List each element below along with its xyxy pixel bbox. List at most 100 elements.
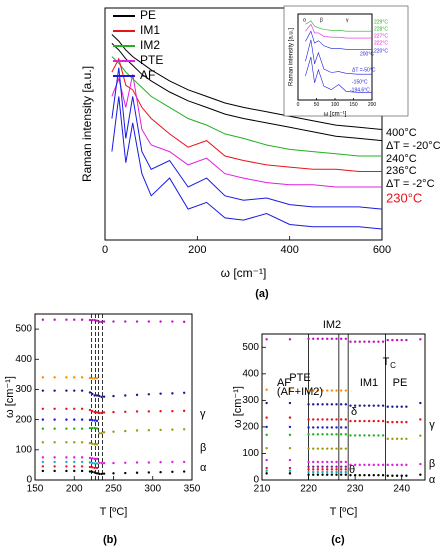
data-point <box>91 466 94 469</box>
data-point <box>344 447 348 450</box>
data-point <box>377 340 380 343</box>
y-axis-label: Raman intensity [a.u.] <box>80 66 94 182</box>
data-point <box>316 389 320 392</box>
data-point <box>171 428 174 431</box>
data-point <box>344 465 348 468</box>
data-point <box>349 419 352 423</box>
data-point <box>93 471 96 474</box>
x-tick-label: 50 <box>314 102 320 108</box>
data-point <box>326 426 329 429</box>
data-point <box>265 469 268 472</box>
annotation: IM1 <box>360 377 378 389</box>
data-point <box>91 318 94 322</box>
data-point <box>349 474 352 477</box>
spectrum <box>111 34 383 130</box>
x-axis-label: T [ºC] <box>330 506 358 518</box>
data-point <box>53 407 56 410</box>
data-point <box>80 318 84 321</box>
data-point <box>419 473 422 476</box>
data-point <box>95 462 99 465</box>
data-point <box>391 474 394 477</box>
data-point <box>41 469 45 473</box>
annotation: γ <box>200 408 206 420</box>
data-point <box>326 470 329 474</box>
data-point <box>335 433 338 436</box>
data-point <box>53 418 56 421</box>
data-point <box>91 409 94 413</box>
legend-label: PE <box>140 8 156 22</box>
legend-label: AF <box>140 68 155 82</box>
data-point <box>312 460 315 464</box>
data-point <box>312 433 315 436</box>
x-tick-label: 100 <box>331 102 340 108</box>
data-point <box>182 428 186 431</box>
data-point <box>330 337 334 340</box>
annotation: β <box>200 442 206 454</box>
data-point <box>321 468 324 471</box>
y-axis-label: ω [cm⁻¹] <box>232 386 244 428</box>
data-point <box>349 463 352 467</box>
annotation: T <box>383 356 390 368</box>
plot-frame <box>104 7 383 241</box>
data-point <box>73 427 76 430</box>
data-point <box>330 403 334 406</box>
data-point <box>112 320 115 323</box>
spectrum <box>111 96 383 230</box>
data-point <box>65 469 68 473</box>
data-point <box>321 426 324 429</box>
annotation: 228°C <box>374 26 388 32</box>
data-point <box>372 463 375 467</box>
data-point <box>367 434 371 437</box>
data-point <box>100 432 103 435</box>
data-point <box>98 461 101 464</box>
data-point <box>321 389 324 392</box>
data-point <box>182 460 186 464</box>
data-point <box>358 474 361 477</box>
data-point <box>363 404 366 407</box>
data-point <box>95 377 99 380</box>
data-point <box>358 340 361 343</box>
data-point <box>344 403 348 406</box>
data-point <box>321 460 324 464</box>
annotation: -194.6°C <box>350 87 370 93</box>
data-point <box>288 338 292 341</box>
data-point <box>80 427 84 430</box>
data-point <box>330 468 334 471</box>
data-point <box>91 392 94 396</box>
data-point <box>124 461 127 464</box>
data-point <box>391 338 394 342</box>
data-point <box>381 340 385 343</box>
data-point <box>344 433 348 436</box>
data-point <box>316 418 320 421</box>
data-point <box>91 419 94 422</box>
data-point <box>316 468 320 471</box>
data-point <box>316 465 320 468</box>
data-point <box>344 426 348 429</box>
data-point <box>312 468 315 471</box>
data-point <box>288 401 292 405</box>
data-point <box>124 429 127 433</box>
data-point <box>353 474 357 477</box>
data-point <box>307 389 310 392</box>
data-point <box>321 470 324 474</box>
y-tick-label: 400 <box>242 368 259 379</box>
data-point <box>112 394 115 398</box>
data-point <box>391 463 394 467</box>
data-point <box>363 434 366 437</box>
data-point <box>265 425 268 429</box>
data-point <box>124 394 127 397</box>
data-point <box>147 320 151 323</box>
data-point <box>80 456 84 459</box>
data-point <box>80 418 84 421</box>
data-point <box>73 318 76 321</box>
data-point <box>135 393 139 397</box>
x-tick-label: 200 <box>368 102 377 108</box>
data-point <box>312 473 315 476</box>
data-point <box>65 460 68 464</box>
data-point <box>316 447 320 450</box>
data-point <box>372 474 375 477</box>
annotation: 229°C <box>374 19 388 25</box>
spectrum <box>111 74 382 188</box>
data-point <box>73 407 76 410</box>
data-point <box>367 419 371 423</box>
